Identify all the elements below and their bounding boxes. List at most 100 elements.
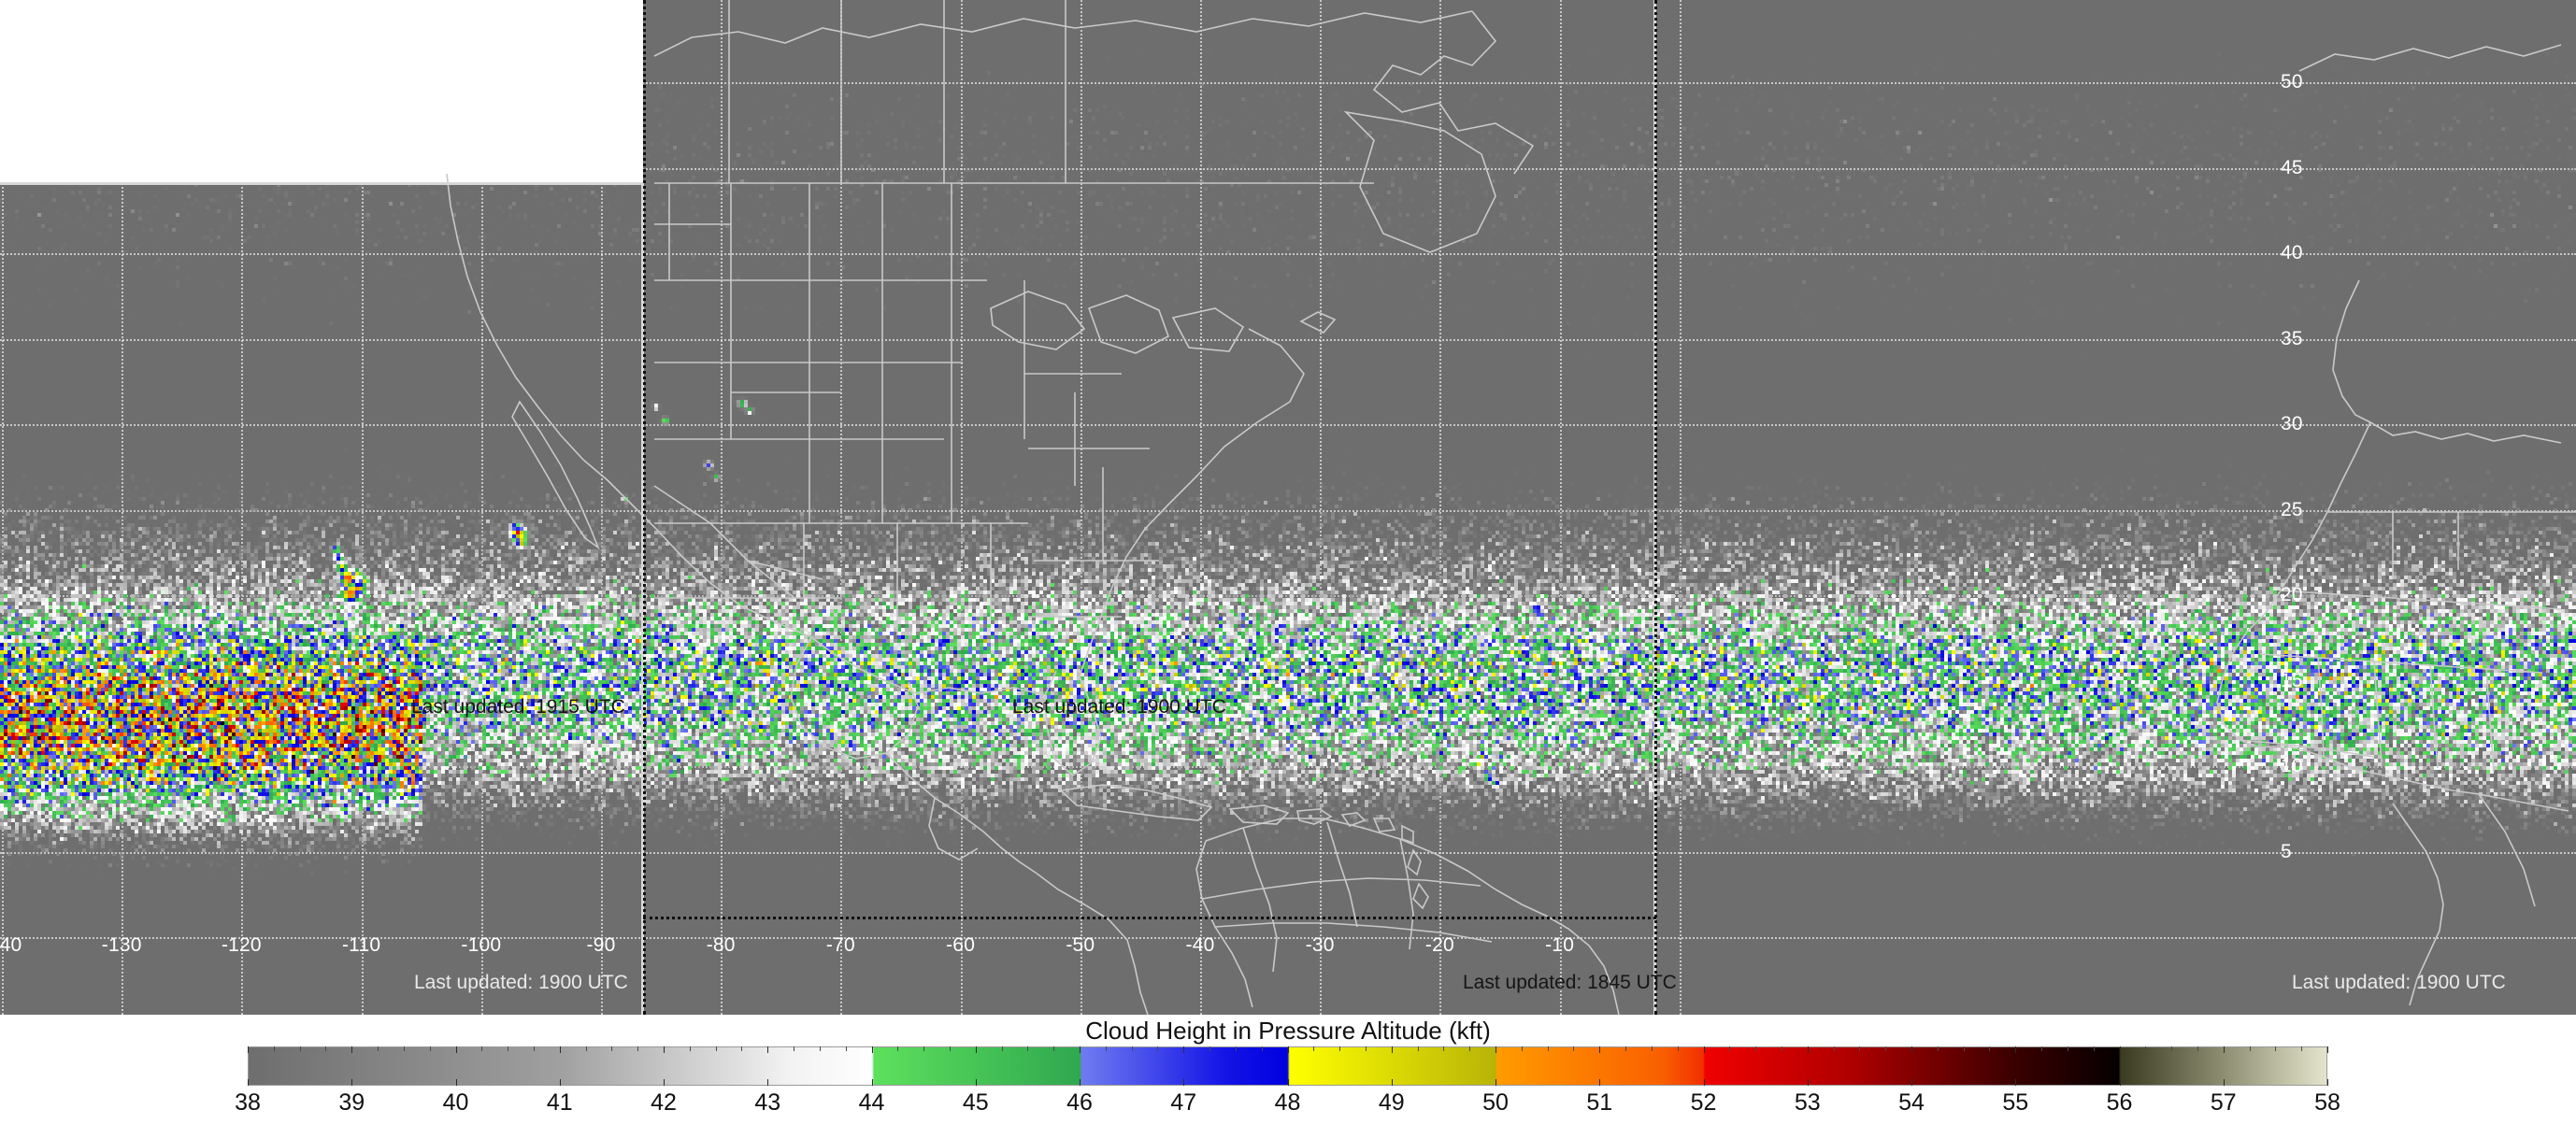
colorbar-minor-tick — [403, 1046, 405, 1051]
colorbar-minor-tick — [2171, 1046, 2173, 1051]
colorbar-tick — [248, 1079, 249, 1086]
longitude-label: -120 — [221, 934, 262, 956]
latitude-label: 5 — [2281, 840, 2292, 862]
colorbar-minor-tick — [325, 1046, 327, 1051]
colorbar-label: 39 — [338, 1089, 365, 1116]
longitude-label: -10 — [1545, 934, 1575, 956]
colorbar-minor-tick — [949, 1046, 951, 1051]
colorbar-label: 58 — [2314, 1089, 2340, 1116]
colorbar-minor-tick — [1131, 1046, 1133, 1051]
colorbar-minor-tick — [1859, 1046, 1861, 1051]
colorbar-label: 57 — [2210, 1089, 2237, 1116]
latitude-label: 20 — [2281, 584, 2303, 605]
latitude-label: 10 — [2281, 755, 2303, 776]
colorbar-minor-tick — [1027, 1046, 1029, 1051]
colorbar-minor-tick — [1001, 1046, 1003, 1051]
colorbar-label: 51 — [1586, 1089, 1613, 1116]
latitude-label: 35 — [2281, 327, 2303, 349]
longitude-label: -50 — [1066, 934, 1095, 956]
colorbar-label: 40 — [442, 1089, 469, 1116]
colorbar-tick — [455, 1079, 457, 1086]
colorbar-tick — [2119, 1046, 2121, 1053]
colorbar-minor-tick — [429, 1046, 431, 1051]
latitude-label: 45 — [2281, 156, 2303, 178]
colorbar-tick — [2015, 1046, 2017, 1053]
colorbar-tick — [1391, 1079, 1393, 1086]
colorbar-ticks — [248, 1046, 2328, 1086]
colorbar-label: 41 — [546, 1089, 573, 1116]
colorbar-minor-tick — [2093, 1046, 2095, 1051]
colorbar-minor-tick — [378, 1046, 379, 1051]
colorbar-minor-tick — [299, 1046, 301, 1051]
colorbar-minor-tick — [1937, 1046, 1939, 1051]
colorbar-tick — [351, 1079, 353, 1086]
colorbar-minor-tick — [1833, 1046, 1835, 1051]
colorbar-tick — [2119, 1079, 2121, 1086]
colorbar-minor-tick — [1053, 1046, 1055, 1051]
colorbar-label: 46 — [1066, 1089, 1093, 1116]
colorbar-tick — [1911, 1079, 1912, 1086]
colorbar-label: 55 — [2002, 1089, 2029, 1116]
colorbar-tick — [2223, 1046, 2225, 1053]
colorbar-tick-labels: 38 39 40 41 42 43 44 45 46 47 48 49 50 51 52 53 54 55 56 57… — [235, 1089, 2340, 1119]
colorbar-tick — [2327, 1079, 2328, 1086]
colorbar-label: 56 — [2106, 1089, 2133, 1116]
colorbar-minor-tick — [2197, 1046, 2198, 1051]
colorbar-tick — [871, 1046, 873, 1053]
colorbar-minor-tick — [1157, 1046, 1159, 1051]
colorbar-minor-tick — [1443, 1046, 1445, 1051]
colorbar-minor-tick — [689, 1046, 691, 1051]
no-data-block — [0, 0, 642, 183]
stamp-pacific: Last updated: 1915 UTC — [411, 696, 625, 718]
colorbar-minor-tick — [2249, 1046, 2251, 1051]
colorbar-minor-tick — [2145, 1046, 2147, 1051]
colorbar-tick — [559, 1046, 561, 1053]
colorbar-title: Cloud Height in Pressure Altitude (kft) — [1085, 1017, 1491, 1045]
colorbar-label: 47 — [1170, 1089, 1197, 1116]
colorbar-minor-tick — [1963, 1046, 1965, 1051]
colorbar-minor-tick — [2301, 1046, 2303, 1051]
longitude-label: -110 — [341, 934, 381, 956]
satellite-map-panel[interactable]: -140 -130 -120 -110 -100 -90 -80 -70 -60 -50 -40 -3… — [0, 0, 2576, 1015]
stamp-west: Last updated: 1900 UTC — [414, 972, 628, 993]
colorbar-minor-tick — [1105, 1046, 1107, 1051]
colorbar-minor-tick — [1651, 1046, 1653, 1051]
colorbar-label: 52 — [1690, 1089, 1717, 1116]
sector-separator-left — [641, 183, 644, 1015]
colorbar-tick — [2015, 1079, 2017, 1086]
colorbar-minor-tick — [1469, 1046, 1471, 1051]
colorbar-minor-tick — [2275, 1046, 2277, 1051]
colorbar-minor-tick — [611, 1046, 613, 1051]
colorbar-minor-tick — [2041, 1046, 2043, 1051]
colorbar[interactable] — [248, 1046, 2328, 1086]
colorbar-tick — [2223, 1079, 2225, 1086]
colorbar-tick — [1391, 1046, 1393, 1053]
colorbar-tick — [559, 1079, 561, 1086]
latitude-label: 25 — [2281, 498, 2303, 520]
colorbar-label: 48 — [1274, 1089, 1301, 1116]
colorbar-tick — [664, 1079, 665, 1086]
colorbar-minor-tick — [923, 1046, 925, 1051]
colorbar-minor-tick — [819, 1046, 821, 1051]
colorbar-minor-tick — [715, 1046, 717, 1051]
colorbar-minor-tick — [1235, 1046, 1237, 1051]
colorbar-minor-tick — [1313, 1046, 1315, 1051]
colorbar-label: 49 — [1378, 1089, 1405, 1116]
colorbar-tick — [767, 1046, 769, 1053]
latitude-label: 30 — [2281, 413, 2303, 434]
longitude-label: -40 — [1185, 934, 1215, 956]
colorbar-minor-tick — [1547, 1046, 1549, 1051]
colorbar-tick — [1807, 1079, 1809, 1086]
colorbar-tick — [1183, 1046, 1185, 1053]
colorbar-minor-tick — [585, 1046, 587, 1051]
colorbar-tick — [1703, 1046, 1705, 1053]
colorbar-minor-tick — [1989, 1046, 1991, 1051]
longitude-label: -130 — [101, 934, 142, 956]
longitude-label: -100 — [461, 934, 502, 956]
colorbar-tick — [767, 1079, 769, 1086]
colorbar-tick — [1287, 1079, 1289, 1086]
longitude-label: -30 — [1305, 934, 1335, 956]
colorbar-tick — [871, 1079, 873, 1086]
colorbar-tick — [1703, 1079, 1705, 1086]
colorbar-tick — [455, 1046, 457, 1053]
